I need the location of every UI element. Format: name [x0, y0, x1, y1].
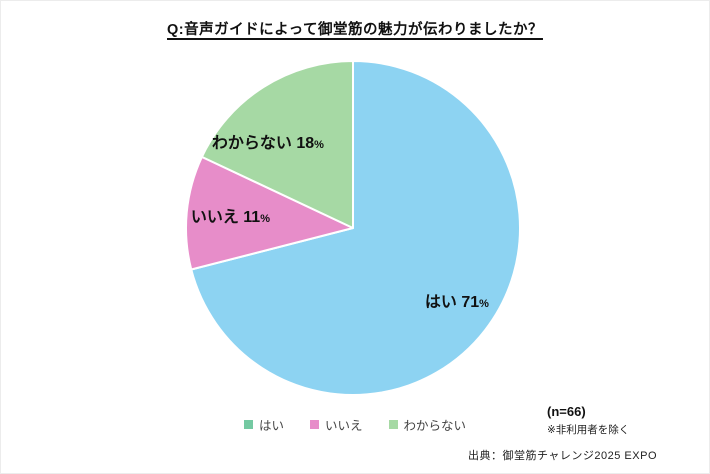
note-block: (n=66) ※非利用者を除く [547, 403, 629, 437]
legend-marker-icon [309, 420, 319, 429]
legend-label: いいえ [324, 419, 363, 433]
legend-label: わからない [403, 419, 467, 433]
legend-label: はい [258, 419, 284, 433]
pie-slice-いいえ [185, 155, 354, 271]
legend-item-いいえ: いいえ [309, 415, 363, 434]
pie-slice-わからない [200, 60, 354, 229]
legend-item-わからない: わからない [388, 415, 467, 434]
legend-item-はい: はい [243, 415, 284, 434]
legend-marker-icon [388, 420, 398, 429]
pie-slice-はい [190, 60, 521, 396]
source-credit: 出典：御堂筋チャレンジ2025 EXPO [468, 450, 657, 462]
legend-marker-icon [243, 420, 253, 429]
legend: はい いいえ わからない [1, 415, 709, 434]
exclusion-note: ※非利用者を除く [547, 423, 630, 436]
sample-size-note: (n=66) [547, 404, 586, 419]
chart-title: Q:音声ガイドによって御堂筋の魅力が伝わりましたか？ [167, 22, 543, 38]
